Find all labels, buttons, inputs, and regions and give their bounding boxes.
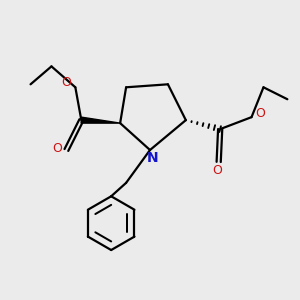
Text: O: O	[61, 76, 71, 89]
Text: O: O	[256, 107, 266, 120]
Polygon shape	[81, 117, 120, 123]
Text: O: O	[212, 164, 222, 177]
Text: N: N	[147, 152, 158, 165]
Text: O: O	[52, 142, 62, 155]
